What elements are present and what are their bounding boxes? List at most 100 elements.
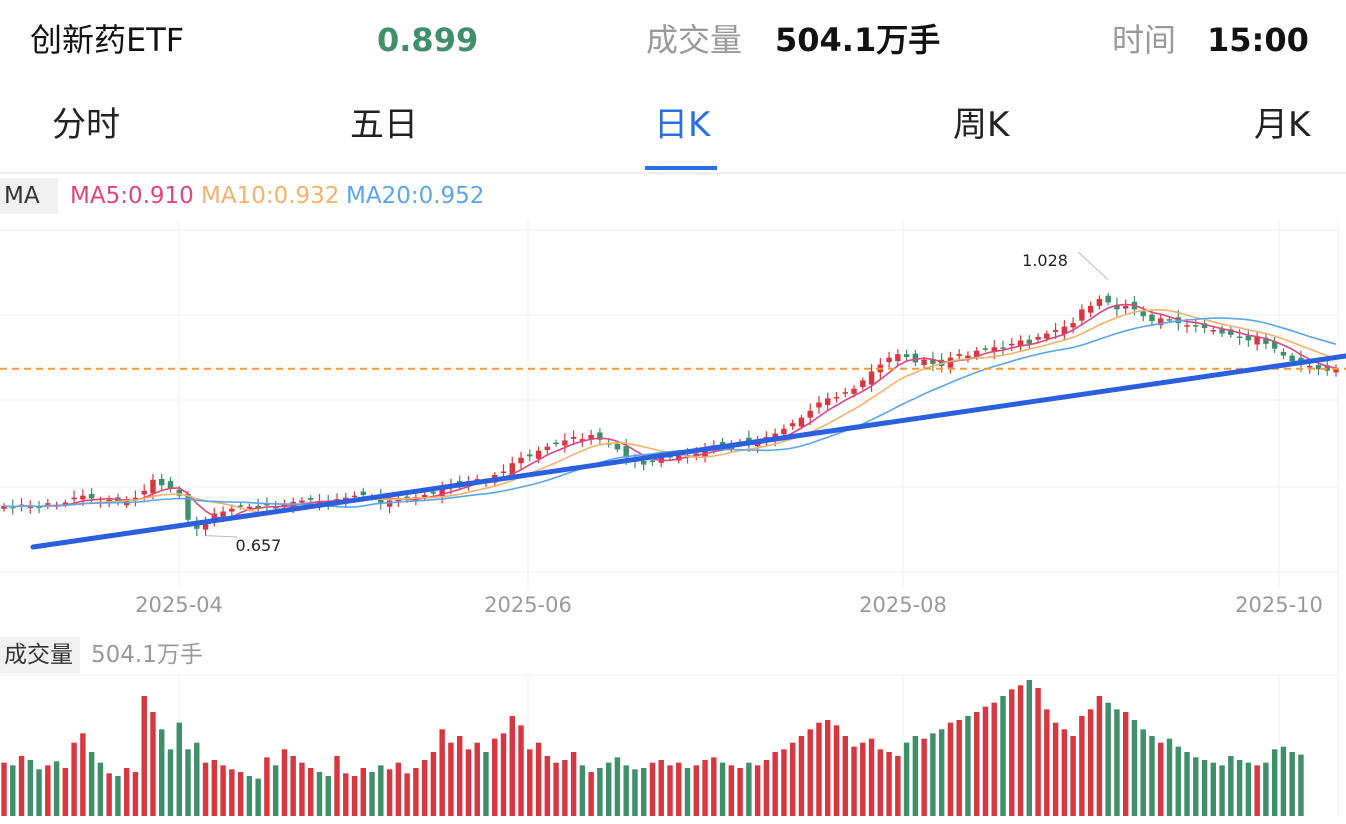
volume-bar <box>1 762 7 816</box>
candle-body <box>860 380 866 388</box>
volume-bar <box>956 720 962 816</box>
candle-body <box>1079 309 1085 321</box>
active-tab-indicator <box>645 166 717 170</box>
volume-bar <box>676 762 682 816</box>
volume-bar <box>88 752 95 816</box>
candle-body <box>623 446 629 458</box>
candle-body <box>299 500 305 503</box>
candle-body <box>150 479 156 494</box>
volume-bar <box>1158 742 1164 816</box>
volume-bar <box>465 749 472 816</box>
candle-body <box>535 450 542 459</box>
candle-body <box>912 353 919 363</box>
volume-bar <box>772 752 778 816</box>
volume-bar <box>272 765 279 816</box>
tab-intraday[interactable]: 分时 <box>52 105 120 145</box>
volume-bar <box>807 729 813 816</box>
volume-bar <box>527 749 533 816</box>
volume-bar <box>1000 696 1006 816</box>
tab-five-day[interactable]: 五日 <box>350 105 418 145</box>
volume-bar <box>229 769 235 816</box>
tab-monthly-k[interactable]: 月K <box>1254 105 1311 145</box>
volume-bar <box>1193 757 1199 816</box>
annotation-label: 1.028 <box>1022 251 1068 270</box>
tab-daily-k[interactable]: 日K <box>654 105 711 145</box>
candle-body <box>1 506 7 509</box>
volume-bar <box>973 712 980 816</box>
volume-bar <box>868 738 875 816</box>
volume-bar <box>1140 729 1146 816</box>
candle-body <box>1000 347 1006 349</box>
candle-body <box>1017 340 1024 347</box>
volume-bar <box>1105 702 1111 816</box>
candle-body <box>272 506 279 509</box>
ma-indicator-tag[interactable]: MA <box>0 178 58 214</box>
volume-bar <box>325 776 331 816</box>
candle-body <box>518 457 524 464</box>
volume-bar <box>570 752 577 816</box>
volume-bar <box>544 756 551 816</box>
volume-bar <box>483 752 489 816</box>
volume-bar <box>1236 760 1243 816</box>
volume-bar <box>1026 680 1033 816</box>
volume-bar <box>421 760 428 816</box>
candle-body <box>1236 336 1243 339</box>
tab-weekly-k[interactable]: 周K <box>953 105 1010 145</box>
volume-bar <box>623 765 629 816</box>
volume-bar <box>833 725 840 816</box>
candle-body <box>1280 351 1287 356</box>
volume-bar <box>307 768 314 816</box>
candle-body <box>851 388 857 394</box>
candle-body <box>1114 304 1120 310</box>
volume-bar <box>649 762 656 816</box>
volume-indicator-tag[interactable]: 成交量 <box>0 637 80 673</box>
candle-body <box>1035 336 1041 340</box>
candle-body <box>1166 319 1173 321</box>
volume-bar <box>1263 762 1269 816</box>
candle-body <box>1245 335 1252 341</box>
ma20-line <box>3 317 1337 508</box>
candle-body <box>395 499 402 502</box>
candle-body <box>1201 323 1208 328</box>
candle-body <box>1333 368 1339 373</box>
candle-body <box>509 463 515 475</box>
volume-bar <box>1254 765 1260 816</box>
volume-bar <box>640 768 647 816</box>
candle-body <box>1271 341 1278 349</box>
volume-bar <box>62 768 69 816</box>
candle-body <box>307 497 314 500</box>
candle-body <box>807 410 813 418</box>
volume-bar <box>684 768 691 816</box>
candle-body <box>649 460 656 462</box>
volume-bar <box>851 746 857 816</box>
volume-bars <box>1 680 1304 816</box>
volume-bar <box>281 749 288 816</box>
volume-bar <box>500 733 507 816</box>
volume-bar <box>395 762 402 816</box>
volume-bar <box>991 702 997 816</box>
candle-body <box>246 506 253 509</box>
candle-body <box>45 503 51 505</box>
time-label: 时间 <box>1112 21 1177 59</box>
volume-panel-value: 504.1万手 <box>91 642 203 668</box>
candle-body <box>1263 337 1269 344</box>
volume-bar <box>141 696 147 816</box>
candle-body <box>930 358 936 364</box>
volume-bar <box>1035 688 1041 816</box>
candle-body <box>202 523 209 530</box>
candle-body <box>185 493 191 520</box>
candle-body <box>597 432 603 440</box>
candle-body <box>421 494 428 498</box>
candle-body <box>1193 325 1199 327</box>
volume-bar <box>45 765 51 816</box>
candle-body <box>965 355 971 359</box>
volume-bar <box>343 773 349 816</box>
volume-bar <box>737 768 743 816</box>
volume-bar <box>299 762 305 816</box>
volume-bar <box>1070 736 1076 816</box>
volume-bar <box>264 757 270 816</box>
candle-body <box>886 357 892 363</box>
volume-bar <box>903 742 910 816</box>
volume-bar <box>965 716 971 816</box>
